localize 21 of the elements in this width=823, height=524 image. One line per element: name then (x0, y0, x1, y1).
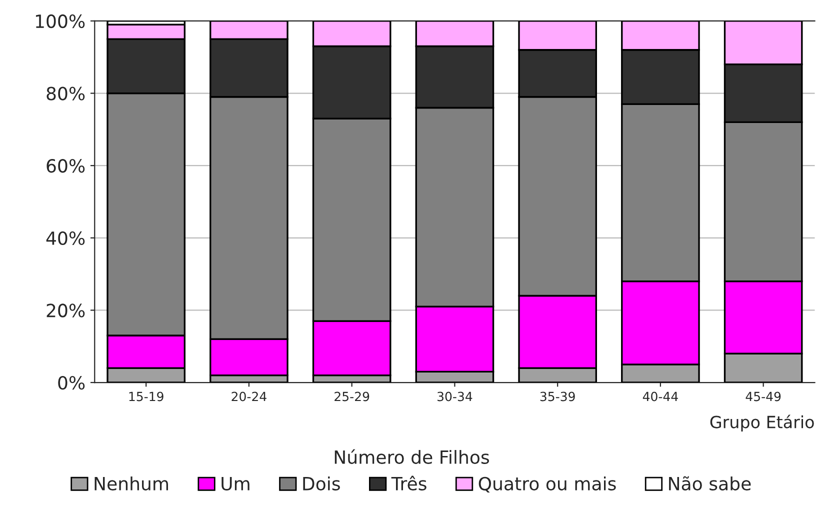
legend-title: Número de Filhos (334, 449, 489, 464)
legend-label: Três (391, 476, 426, 490)
y-tick-label: 60% (46, 159, 85, 173)
legend-label: Não sabe (669, 476, 751, 490)
x-tick-label: 25-29 (334, 392, 370, 402)
y-tick-label: 0% (58, 376, 85, 390)
x-tick-label: 15-19 (129, 392, 164, 402)
x-tick-label: 40-44 (642, 392, 678, 402)
legend-label: Nenhum (94, 476, 168, 490)
y-tick-label: 40% (46, 231, 85, 246)
y-tick-label: 20% (46, 304, 85, 318)
x-axis-title: Grupo Etário (710, 414, 814, 432)
x-tick-label: 20-24 (232, 392, 266, 402)
y-tick-label: 100% (36, 14, 85, 28)
legend-label: Dois (303, 476, 340, 490)
x-tick-label: 45-49 (746, 392, 781, 402)
legend-label: Quatro ou mais (478, 476, 616, 493)
x-tick-label: 35-39 (540, 392, 575, 402)
x-tick-label: 30-34 (438, 392, 472, 402)
legend-label: Um (222, 477, 250, 490)
y-tick-label: 80% (46, 86, 85, 100)
